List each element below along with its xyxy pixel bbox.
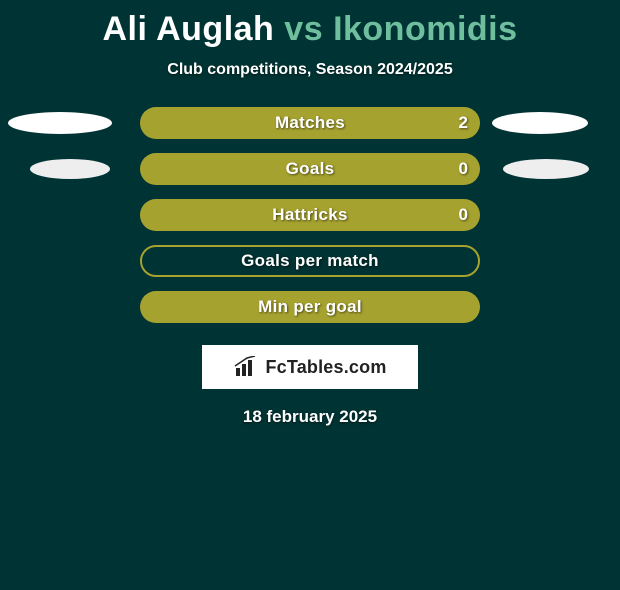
vs-text: vs [284,10,323,48]
stat-row: Min per goal [0,291,620,323]
stat-label: Min per goal [258,297,362,317]
player2-marker [492,112,588,134]
player2-name: Ikonomidis [333,10,517,48]
stat-bar: Goals 0 [140,153,480,185]
stat-bar: Hattricks 0 [140,199,480,231]
stat-bar: Min per goal [140,291,480,323]
player1-marker [30,159,110,179]
stat-bar: Matches 2 [140,107,480,139]
player1-marker [8,112,112,134]
stat-value: 0 [459,159,468,179]
stat-label: Hattricks [272,205,347,225]
stat-row: Goals 0 [0,153,620,185]
subtitle: Club competitions, Season 2024/2025 [0,61,620,79]
comparison-title: Ali Auglah vs Ikonomidis [0,10,620,49]
date: 18 february 2025 [0,407,620,427]
stat-row: Hattricks 0 [0,199,620,231]
logo-text: FcTables.com [265,357,386,378]
logo-box: FcTables.com [202,345,418,389]
stat-row: Matches 2 [0,107,620,139]
stat-value: 0 [459,205,468,225]
bar-chart-icon [233,356,259,378]
player2-marker [503,159,589,179]
stat-label: Goals per match [241,251,379,271]
stat-value: 2 [459,113,468,133]
player1-name: Ali Auglah [102,10,274,48]
stat-bar: Goals per match [140,245,480,277]
stat-row: Goals per match [0,245,620,277]
stats-container: Matches 2 Goals 0 Hattricks 0 Goals per match M… [0,107,620,323]
stat-label: Matches [275,113,345,133]
stat-label: Goals [286,159,335,179]
